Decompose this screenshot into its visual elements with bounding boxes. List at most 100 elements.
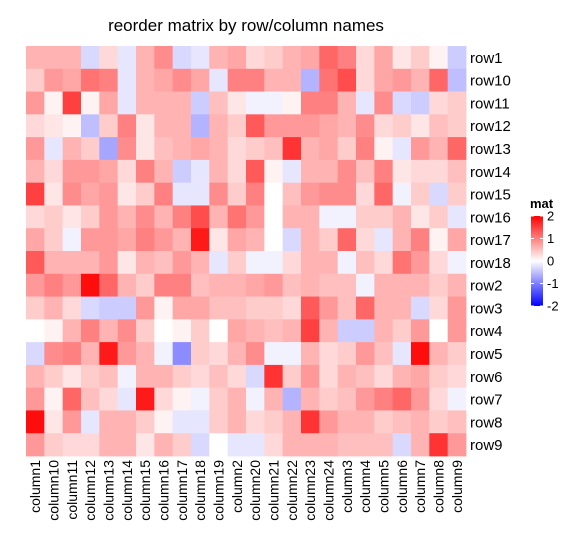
heatmap-cell-row16-column12 bbox=[81, 205, 100, 229]
column-label: column23 bbox=[302, 460, 318, 521]
heatmap-cell-row1-column3 bbox=[337, 46, 357, 70]
heatmap-cell-row14-column18 bbox=[191, 159, 210, 184]
heatmap-cell-row3-column18 bbox=[191, 296, 210, 320]
heatmap-cell-row1-column17 bbox=[172, 46, 192, 70]
legend-tick-label: 0 bbox=[547, 254, 554, 269]
heatmap-cell-row11-column6 bbox=[392, 91, 412, 115]
heatmap-cell-row13-column11 bbox=[62, 137, 82, 161]
heatmap-cell-row2-column13 bbox=[99, 273, 119, 297]
heatmap-cell-row3-column11 bbox=[62, 296, 82, 320]
heatmap-cell-row9-column17 bbox=[172, 433, 192, 457]
heatmap-cell-row13-column18 bbox=[191, 137, 210, 161]
heatmap-cell-row17-column17 bbox=[172, 228, 192, 252]
heatmap-cell-row14-column4 bbox=[356, 159, 375, 184]
heatmap-cell-row3-column14 bbox=[117, 296, 137, 320]
color-legend: mat 2 1 0 -1 -2 bbox=[530, 196, 559, 314]
heatmap-cell-row1-column11 bbox=[62, 46, 82, 70]
heatmap-cell-row14-column7 bbox=[411, 159, 430, 184]
heatmap-cell-row6-column5 bbox=[374, 364, 394, 389]
heatmap-cell-row13-column20 bbox=[246, 137, 265, 161]
heatmap-cell-row18-column3 bbox=[337, 251, 357, 275]
heatmap-cell-row12-column4 bbox=[356, 114, 375, 138]
column-label: column13 bbox=[101, 460, 117, 521]
heatmap-cell-row2-column11 bbox=[62, 273, 82, 297]
heatmap-cell-row6-column7 bbox=[411, 364, 430, 389]
heatmap-cell-row17-column9 bbox=[447, 228, 467, 252]
column-label: column3 bbox=[339, 460, 355, 513]
heatmap-cell-row3-column17 bbox=[172, 296, 192, 320]
heatmap-cell-row7-column9 bbox=[447, 387, 467, 411]
heatmap-cell-row18-column11 bbox=[62, 251, 82, 275]
heatmap-cell-row8-column18 bbox=[191, 410, 210, 434]
heatmap-cell-row3-column19 bbox=[209, 296, 229, 320]
column-label: column19 bbox=[211, 460, 227, 521]
heatmap-cell-row17-column5 bbox=[374, 228, 394, 252]
heatmap-cell-row18-column13 bbox=[99, 251, 119, 275]
heatmap-cell-row9-column6 bbox=[392, 433, 412, 457]
heatmap-cell-row2-column9 bbox=[447, 273, 467, 297]
heatmap-cell-row6-column24 bbox=[319, 364, 339, 389]
heatmap-cell-row2-column6 bbox=[392, 273, 412, 297]
heatmap-cell-row10-column4 bbox=[356, 68, 375, 92]
column-label: column10 bbox=[46, 460, 62, 521]
heatmap-cell-row6-column17 bbox=[172, 364, 192, 389]
heatmap-cell-row10-column5 bbox=[374, 68, 394, 92]
heatmap-cell-row1-column8 bbox=[429, 46, 449, 70]
heatmap-cell-row12-column23 bbox=[301, 114, 320, 138]
heatmap-cell-row4-column20 bbox=[246, 319, 265, 343]
heatmap-cell-row16-column23 bbox=[301, 205, 320, 229]
heatmap-cell-row4-column6 bbox=[392, 319, 412, 343]
heatmap-cell-row14-column22 bbox=[282, 159, 302, 184]
heatmap-cell-row11-column2 bbox=[227, 91, 247, 115]
heatmap-cell-row10-column24 bbox=[319, 68, 339, 92]
column-label: column1 bbox=[27, 460, 43, 513]
heatmap-cell-row1-column2 bbox=[227, 46, 247, 70]
heatmap-cell-row17-column11 bbox=[62, 228, 82, 252]
column-label: column11 bbox=[64, 460, 80, 520]
row-label: row5 bbox=[470, 346, 503, 363]
heatmap-cell-row15-column11 bbox=[62, 182, 82, 206]
heatmap-cell-row9-column21 bbox=[264, 433, 284, 457]
heatmap-cell-row1-column7 bbox=[411, 46, 430, 70]
heatmap-cell-row7-column16 bbox=[154, 387, 174, 411]
heatmap-cell-row7-column14 bbox=[117, 387, 137, 411]
heatmap-cell-row18-column24 bbox=[319, 251, 339, 275]
heatmap-cell-row9-column18 bbox=[191, 433, 210, 457]
heatmap-cell-row17-column18 bbox=[191, 228, 210, 252]
heatmap-cell-row7-column19 bbox=[209, 387, 229, 411]
heatmap-cell-row15-column7 bbox=[411, 182, 430, 206]
heatmap-cell-row17-column2 bbox=[227, 228, 247, 252]
heatmap-cell-row13-column6 bbox=[392, 137, 412, 161]
heatmap-cell-row11-column11 bbox=[62, 91, 82, 115]
heatmap-cell-row13-column19 bbox=[209, 137, 229, 161]
heatmap-cell-row2-column4 bbox=[356, 273, 375, 297]
heatmap-cell-row2-column5 bbox=[374, 273, 394, 297]
heatmap-cell-row16-column8 bbox=[429, 205, 449, 229]
heatmap-cell-row16-column20 bbox=[246, 205, 265, 229]
heatmap-cell-row1-column22 bbox=[282, 46, 302, 70]
heatmap-cell-row17-column6 bbox=[392, 228, 412, 252]
heatmap-cell-row5-column2 bbox=[227, 342, 247, 366]
row-label: row12 bbox=[470, 118, 511, 135]
heatmap-cell-row17-column16 bbox=[154, 228, 174, 252]
heatmap-cell-row1-column13 bbox=[99, 46, 119, 70]
heatmap-cell-row13-column7 bbox=[411, 137, 430, 161]
heatmap-cell-row7-column3 bbox=[337, 387, 357, 411]
heatmap-cell-row15-column19 bbox=[209, 182, 229, 206]
heatmap-cell-row6-column12 bbox=[81, 364, 100, 389]
heatmap-cell-row11-column15 bbox=[136, 91, 155, 115]
heatmap-cell-row11-column16 bbox=[154, 91, 174, 115]
heatmap-cell-row5-column5 bbox=[374, 342, 394, 366]
heatmap-cell-row16-column7 bbox=[411, 205, 430, 229]
heatmap-cell-row3-column15 bbox=[136, 296, 155, 320]
heatmap-cell-row11-column13 bbox=[99, 91, 119, 115]
heatmap-cell-row16-column24 bbox=[319, 205, 339, 229]
heatmap-cell-row1-column16 bbox=[154, 46, 174, 70]
heatmap-cell-row10-column15 bbox=[136, 68, 155, 92]
heatmap-cell-row13-column9 bbox=[447, 137, 467, 161]
heatmap-cell-row7-column1 bbox=[26, 387, 45, 411]
heatmap-cell-row7-column6 bbox=[392, 387, 412, 411]
heatmap-cell-row1-column19 bbox=[209, 46, 229, 70]
heatmap-cell-row7-column20 bbox=[246, 387, 265, 411]
